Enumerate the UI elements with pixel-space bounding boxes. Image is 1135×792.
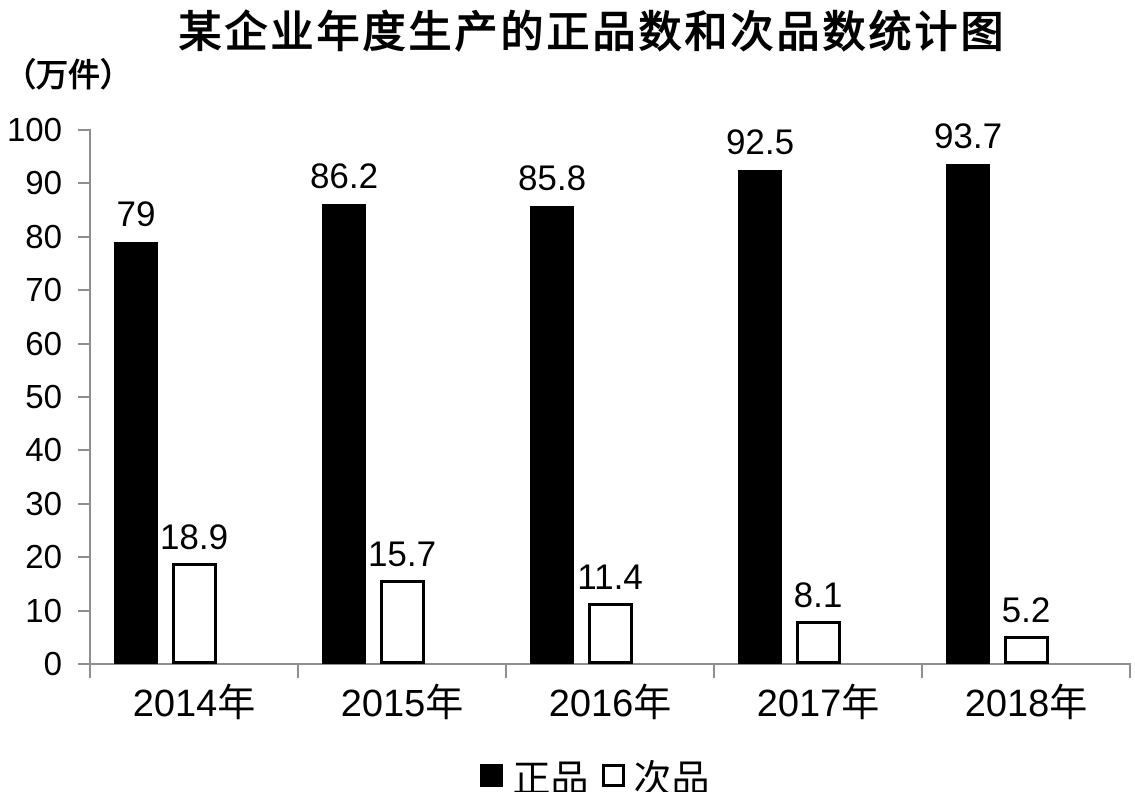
bar-genuine [322, 203, 366, 664]
y-tick-mark [78, 556, 90, 559]
y-tick-mark [78, 289, 90, 292]
x-axis-line [78, 663, 1130, 665]
y-tick-mark [78, 182, 90, 185]
bar-label-defective: 5.2 [1001, 591, 1051, 631]
y-tick-label: 50 [25, 378, 62, 415]
bar-defective [172, 563, 217, 664]
bar-label-defective: 11.4 [577, 558, 643, 598]
y-tick-mark [78, 235, 90, 238]
bar-label-genuine: 93.7 [933, 116, 1003, 156]
bar-genuine [738, 170, 782, 664]
x-tick-mark [1129, 663, 1131, 678]
y-tick-label: 20 [25, 538, 62, 576]
legend-label-genuine: 正品 [512, 759, 589, 792]
y-tick-label: 70 [25, 271, 62, 309]
y-tick-label: 0 [43, 645, 62, 682]
x-axis-label: 2017年 [756, 683, 880, 725]
bar-defective [796, 620, 841, 664]
bar-label-defective: 15.7 [367, 535, 437, 575]
legend-black-square-icon [480, 764, 504, 787]
bar-genuine [530, 205, 574, 664]
y-tick-mark [78, 396, 90, 398]
chart-title: 某企业年度生产的正品数和次品数统计图 [178, 10, 1007, 57]
bar-genuine [114, 242, 158, 664]
legend: 正品 次品 [0, 748, 1135, 792]
x-axis-label: 2015年 [340, 683, 464, 725]
bar-label-defective: 18.9 [159, 518, 229, 558]
legend-white-square-icon [601, 764, 625, 787]
legend-item-defective: 次品 [601, 748, 710, 792]
x-tick-mark [505, 663, 507, 678]
x-tick-mark [297, 663, 299, 678]
bar-label-genuine: 85.8 [517, 158, 587, 198]
y-tick-label: 30 [25, 484, 62, 522]
y-axis-line [89, 129, 91, 678]
y-axis-unit-label: （万件） [4, 57, 133, 93]
y-tick-label: 10 [25, 591, 62, 629]
bar-defective [380, 580, 425, 664]
y-tick-label: 100 [6, 111, 62, 148]
bar-defective [588, 603, 633, 664]
bar-label-genuine: 86.2 [309, 156, 379, 196]
bar-label-defective: 8.1 [793, 575, 843, 615]
bar-defective [1004, 636, 1049, 664]
x-tick-mark [89, 663, 91, 678]
x-tick-mark [713, 663, 715, 678]
y-tick-mark [78, 609, 90, 612]
x-axis-label: 2016年 [548, 683, 672, 725]
x-tick-mark [921, 663, 923, 678]
bar-label-genuine: 79 [116, 195, 156, 235]
y-tick-label: 40 [25, 431, 62, 469]
y-tick-label: 90 [25, 164, 62, 202]
y-tick-mark [78, 502, 90, 505]
bar-genuine [946, 163, 990, 664]
y-tick-mark [78, 342, 90, 345]
legend-label-defective: 次品 [633, 759, 710, 792]
y-tick-label: 80 [25, 217, 62, 255]
x-axis-label: 2018年 [964, 683, 1088, 725]
y-tick-mark [78, 129, 90, 131]
y-tick-mark [78, 449, 90, 452]
x-axis-label: 2014年 [132, 683, 256, 725]
legend-item-genuine: 正品 [480, 748, 589, 792]
bar-label-genuine: 92.5 [725, 123, 795, 163]
y-tick-label: 60 [25, 324, 62, 362]
